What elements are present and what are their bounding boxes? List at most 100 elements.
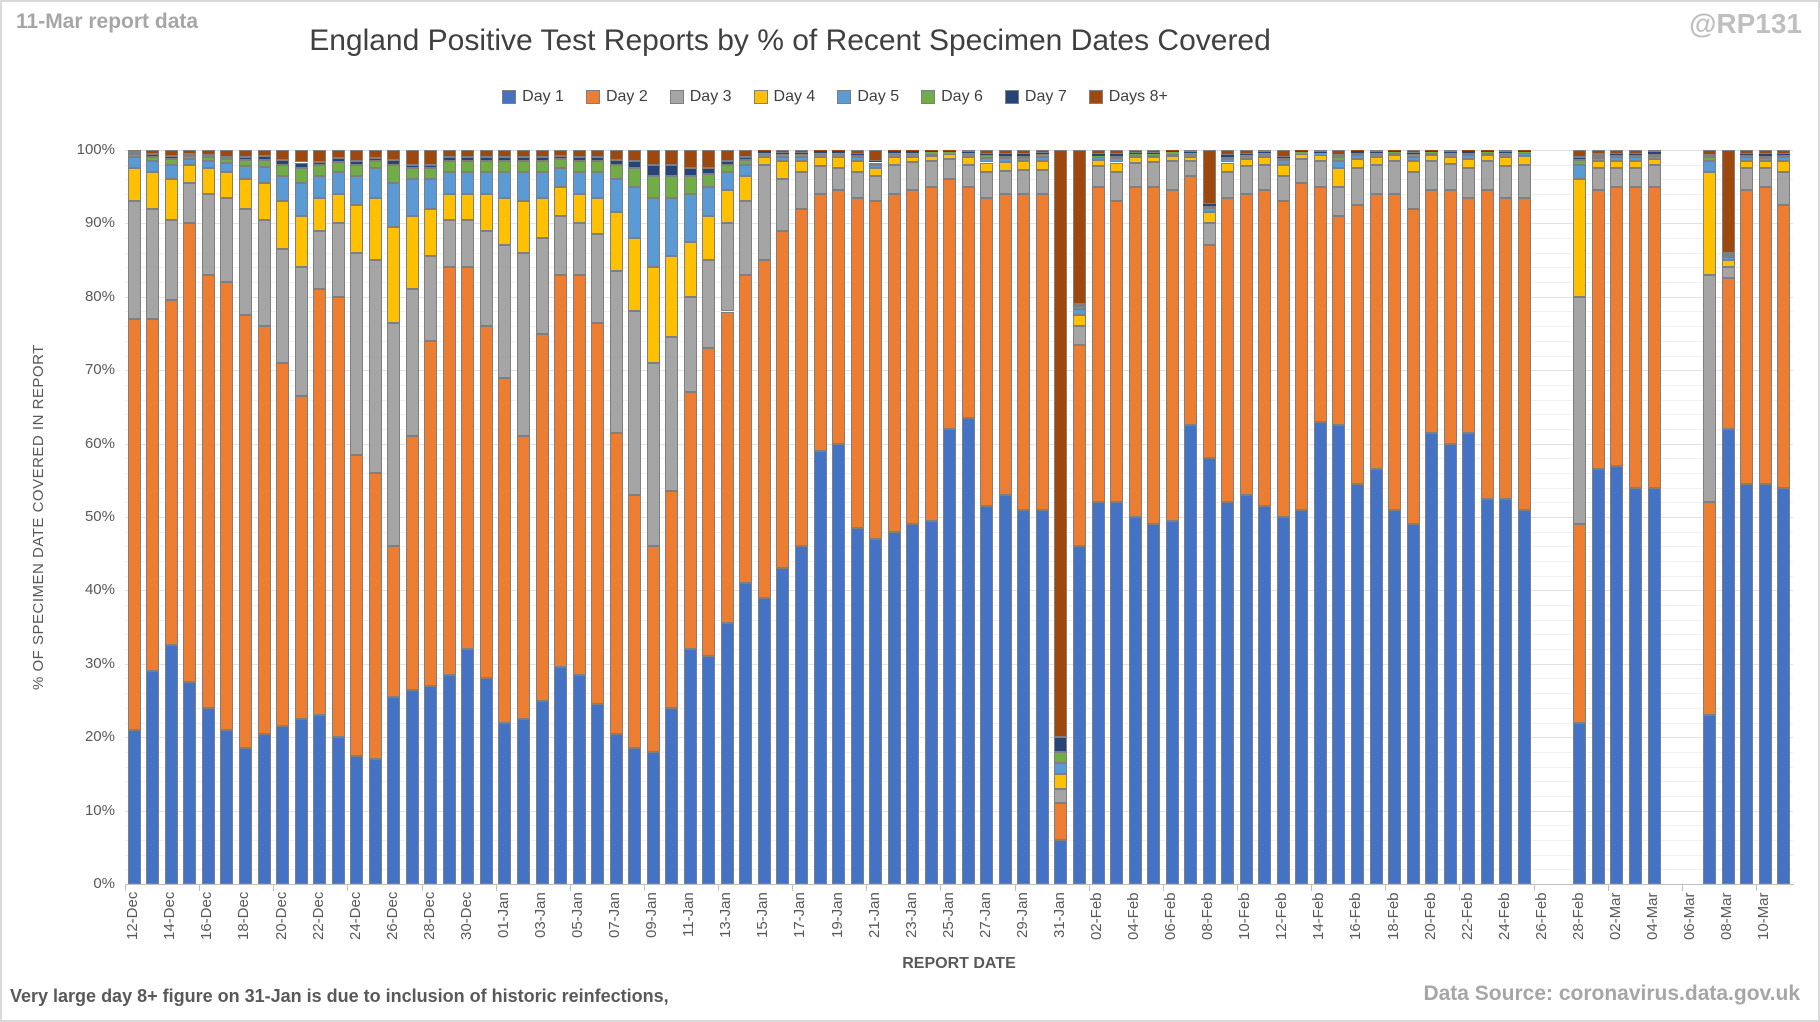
- bar-segment-day-4: [368, 197, 382, 261]
- bar-segment-days-8-: [591, 150, 605, 158]
- bar-segment-day-7: [628, 161, 642, 169]
- bar-segment-days-8-: [1035, 150, 1049, 153]
- bar-segment-day-6: [1313, 152, 1327, 154]
- bar-segment-day-7: [1740, 153, 1754, 156]
- stacked-bar-29-jan: [1017, 150, 1031, 884]
- gridline: [125, 517, 1793, 518]
- bar-segment-day-4: [869, 168, 883, 176]
- bar-segment-day-3: [1035, 169, 1049, 195]
- bar-segment-day-2: [1184, 175, 1198, 426]
- bar-segment-day-2: [1425, 190, 1439, 433]
- bar-segment-day-2: [1147, 186, 1161, 525]
- bar-segment-day-1: [516, 718, 530, 884]
- bar-segment-day-3: [591, 234, 605, 323]
- bar-segment-day-3: [1239, 166, 1253, 195]
- bar-segment-days-8-: [1128, 150, 1142, 153]
- bar-segment-day-4: [1147, 157, 1161, 163]
- x-axis-tick: [273, 885, 275, 891]
- bar-segment-day-4: [294, 216, 308, 268]
- bar-segment-day-5: [424, 179, 438, 209]
- bar-segment-day-5: [294, 183, 308, 217]
- bar-segment-days-8-: [1573, 150, 1587, 158]
- gridline: [125, 458, 1793, 460]
- legend-swatch-icon: [1088, 90, 1103, 104]
- bar-segment-days-8-: [313, 150, 327, 162]
- bar-segment-day-6: [331, 161, 345, 173]
- stacked-bar-30-dec: [461, 150, 475, 884]
- bar-segment-day-7: [720, 161, 734, 165]
- bar-segment-day-6: [516, 161, 530, 173]
- bar-segment-day-1: [609, 733, 623, 884]
- stacked-bar-27-jan: [980, 150, 994, 884]
- bar-segment-day-3: [442, 219, 456, 268]
- bar-segment-day-5: [1054, 762, 1068, 774]
- bar-segment-day-6: [1406, 154, 1420, 157]
- bar-segment-day-1: [146, 671, 160, 884]
- bar-segment-day-3: [1721, 267, 1735, 279]
- bar-segment-day-1: [887, 531, 901, 884]
- bar-segment-day-7: [998, 154, 1012, 156]
- y-axis-tick-label: 60%: [84, 434, 115, 452]
- legend-swatch-icon: [502, 90, 517, 104]
- stacked-bar-03-feb: [1110, 150, 1124, 884]
- gridline: [125, 590, 1793, 592]
- bar-segment-days-8-: [1091, 150, 1105, 155]
- bar-segment-day-2: [1443, 190, 1457, 444]
- bar-segment-day-6: [572, 161, 586, 173]
- bar-segment-day-4: [998, 161, 1012, 171]
- bar-segment-day-4: [516, 201, 530, 253]
- bar-segment-day-2: [1017, 194, 1031, 510]
- x-axis-tick: [1459, 885, 1461, 891]
- bar-segment-day-5: [591, 172, 605, 198]
- bar-segment-days-8-: [850, 150, 864, 154]
- bar-segment-day-7: [1517, 150, 1531, 152]
- legend-swatch-icon: [753, 90, 768, 104]
- bar-segment-day-5: [1721, 257, 1735, 261]
- stacked-bar-09-feb: [1221, 150, 1235, 884]
- stacked-bar-24-feb: [1499, 150, 1513, 884]
- stacked-bar-14-feb: [1313, 150, 1327, 884]
- gridline: [125, 839, 1793, 841]
- bar-segment-day-1: [1332, 425, 1346, 884]
- bar-segment-day-3: [331, 223, 345, 297]
- bar-segment-day-6: [535, 161, 549, 173]
- legend-swatch-icon: [669, 90, 684, 104]
- bar-segment-day-4: [1758, 161, 1772, 169]
- bar-segment-days-8-: [1721, 150, 1735, 253]
- bar-segment-day-5: [739, 164, 753, 176]
- bar-segment-day-2: [906, 190, 920, 525]
- bar-segment-days-8-: [276, 150, 290, 160]
- y-axis-tick-label: 100%: [76, 141, 115, 158]
- bar-segment-day-5: [1332, 161, 1346, 169]
- bar-segment-day-7: [702, 168, 716, 174]
- bar-segment-day-3: [813, 166, 827, 195]
- bar-segment-day-6: [498, 161, 512, 173]
- bar-segment-day-7: [1239, 153, 1253, 155]
- bar-segment-day-6: [238, 160, 252, 167]
- bar-segment-days-8-: [943, 150, 957, 152]
- bar-segment-day-1: [1703, 715, 1717, 884]
- bar-segment-day-1: [739, 583, 753, 884]
- bar-segment-day-1: [665, 707, 679, 884]
- bar-segment-day-7: [331, 158, 345, 162]
- bar-segment-day-2: [387, 546, 401, 697]
- bar-segment-day-7: [294, 162, 308, 169]
- bar-segment-day-2: [1591, 190, 1605, 470]
- bar-segment-day-2: [869, 201, 883, 540]
- bar-segment-day-6: [1740, 155, 1754, 158]
- bar-segment-day-6: [665, 175, 679, 198]
- x-axis-tick: [1014, 885, 1016, 891]
- legend-swatch-icon: [1004, 90, 1019, 104]
- bar-segment-day-2: [294, 395, 308, 719]
- bar-segment-day-2: [1239, 194, 1253, 495]
- bar-segment-day-3: [1054, 788, 1068, 804]
- stacked-bar-21-dec: [294, 150, 308, 884]
- bar-segment-day-1: [331, 737, 345, 884]
- bar-segment-day-4: [646, 267, 660, 363]
- bar-segment-day-7: [683, 168, 697, 176]
- bar-segment-day-4: [1110, 162, 1124, 173]
- bar-segment-day-7: [665, 164, 679, 176]
- bar-segment-day-1: [720, 623, 734, 884]
- bar-segment-day-7: [757, 151, 771, 153]
- bar-segment-day-7: [238, 157, 252, 161]
